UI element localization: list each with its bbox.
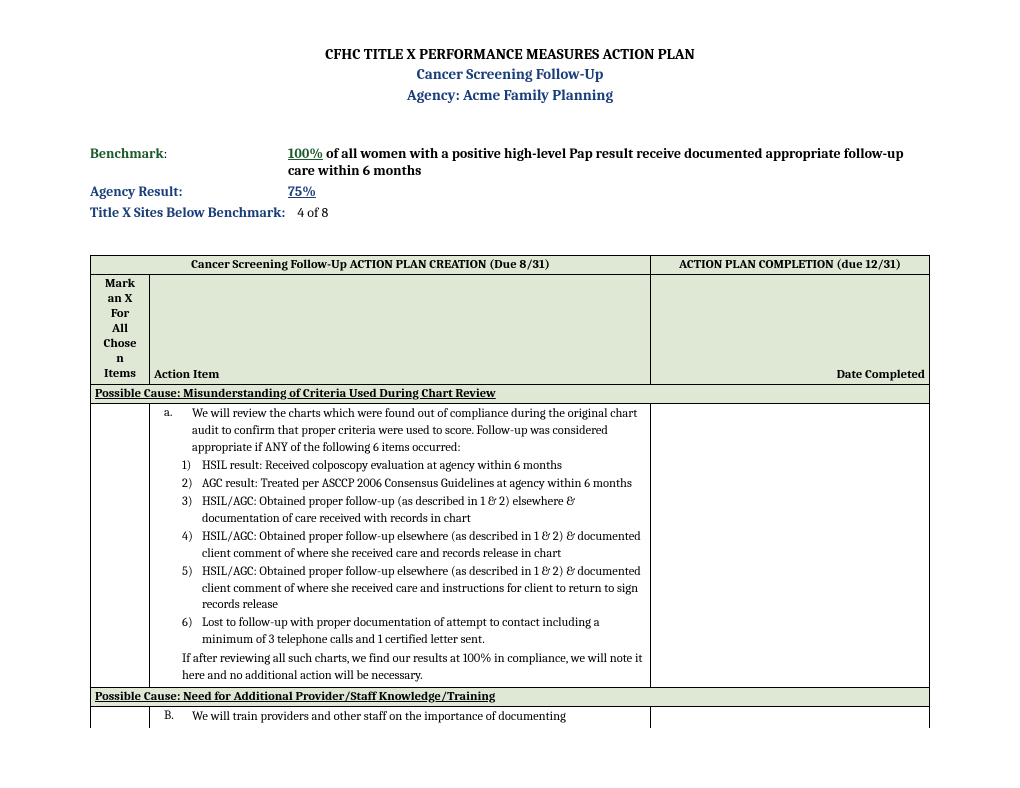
cause-row-1: Possible Cause: Misunderstanding of Crit… — [91, 384, 930, 403]
page-subtitle: Cancer Screening Follow-Up — [90, 64, 930, 84]
item-cell-b: B. We will train providers and other sta… — [150, 706, 651, 727]
item-a-after: If after reviewing all such charts, we f… — [182, 651, 646, 685]
item-a-letter: a. — [154, 406, 192, 420]
action-item-header: Action Item — [150, 274, 651, 384]
date-cell-b[interactable] — [651, 706, 930, 727]
date-cell-a[interactable] — [651, 403, 930, 687]
agency-line: Agency: Acme Family Planning — [90, 85, 930, 105]
item-b-text: We will train providers and other staff … — [192, 709, 646, 726]
benchmark-value: 100% of all women with a positive high-l… — [288, 145, 930, 179]
sub-1: 1)HSIL result: Received colposcopy evalu… — [182, 458, 646, 475]
cause-1-text: Possible Cause: Misunderstanding of Crit… — [91, 384, 930, 403]
table-subheader-row: Markan XForAllChosenItems Action Item Da… — [91, 274, 930, 384]
cause-2-text: Possible Cause: Need for Additional Prov… — [91, 687, 930, 706]
page-title: CFHC TITLE X PERFORMANCE MEASURES ACTION… — [90, 44, 930, 64]
sub-3: 3)HSIL/AGC: Obtained proper follow-up (a… — [182, 494, 646, 528]
result-label: Agency Result: — [90, 183, 288, 200]
sites-label: Title X Sites Below Benchmark: — [90, 204, 285, 221]
document-page: CFHC TITLE X PERFORMANCE MEASURES ACTION… — [0, 0, 1020, 788]
date-completed-header: Date Completed — [651, 274, 930, 384]
sub-5: 5)HSIL/AGC: Obtained proper follow-up el… — [182, 564, 646, 615]
item-cell-a: a. We will review the charts which were … — [150, 403, 651, 687]
sites-value: 4 of 8 — [297, 204, 930, 221]
benchmark-percent: 100% — [288, 145, 323, 162]
creation-header: Cancer Screening Follow-Up ACTION PLAN C… — [91, 255, 651, 274]
sub-2: 2)AGC result: Treated per ASCCP 2006 Con… — [182, 476, 646, 493]
meta-block: Benchmark: 100% of all women with a posi… — [90, 145, 930, 221]
mark-cell-a[interactable] — [91, 403, 150, 687]
action-plan-table: Cancer Screening Follow-Up ACTION PLAN C… — [90, 255, 930, 728]
mark-column-header: Markan XForAllChosenItems — [91, 274, 150, 384]
benchmark-text: of all women with a positive high-level … — [288, 145, 904, 179]
sites-row: Title X Sites Below Benchmark: 4 of 8 — [90, 204, 930, 221]
mark-cell-b[interactable] — [91, 706, 150, 727]
table-header-row: Cancer Screening Follow-Up ACTION PLAN C… — [91, 255, 930, 274]
item-a-intro: We will review the charts which were fou… — [192, 406, 646, 457]
sub-6: 6)Lost to follow-up with proper document… — [182, 615, 646, 649]
benchmark-label: Benchmark: — [90, 145, 288, 179]
item-b-letter: B. — [154, 709, 192, 723]
cause-row-2: Possible Cause: Need for Additional Prov… — [91, 687, 930, 706]
sub-4: 4)HSIL/AGC: Obtained proper follow-up el… — [182, 529, 646, 563]
result-value: 75% — [288, 183, 930, 200]
document-header: CFHC TITLE X PERFORMANCE MEASURES ACTION… — [90, 44, 930, 105]
action-row-a: a. We will review the charts which were … — [91, 403, 930, 687]
item-a-sublist: 1)HSIL result: Received colposcopy evalu… — [182, 458, 646, 649]
result-row: Agency Result: 75% — [90, 183, 930, 200]
action-row-b: B. We will train providers and other sta… — [91, 706, 930, 727]
completion-header: ACTION PLAN COMPLETION (due 12/31) — [651, 255, 930, 274]
benchmark-row: Benchmark: 100% of all women with a posi… — [90, 145, 930, 179]
